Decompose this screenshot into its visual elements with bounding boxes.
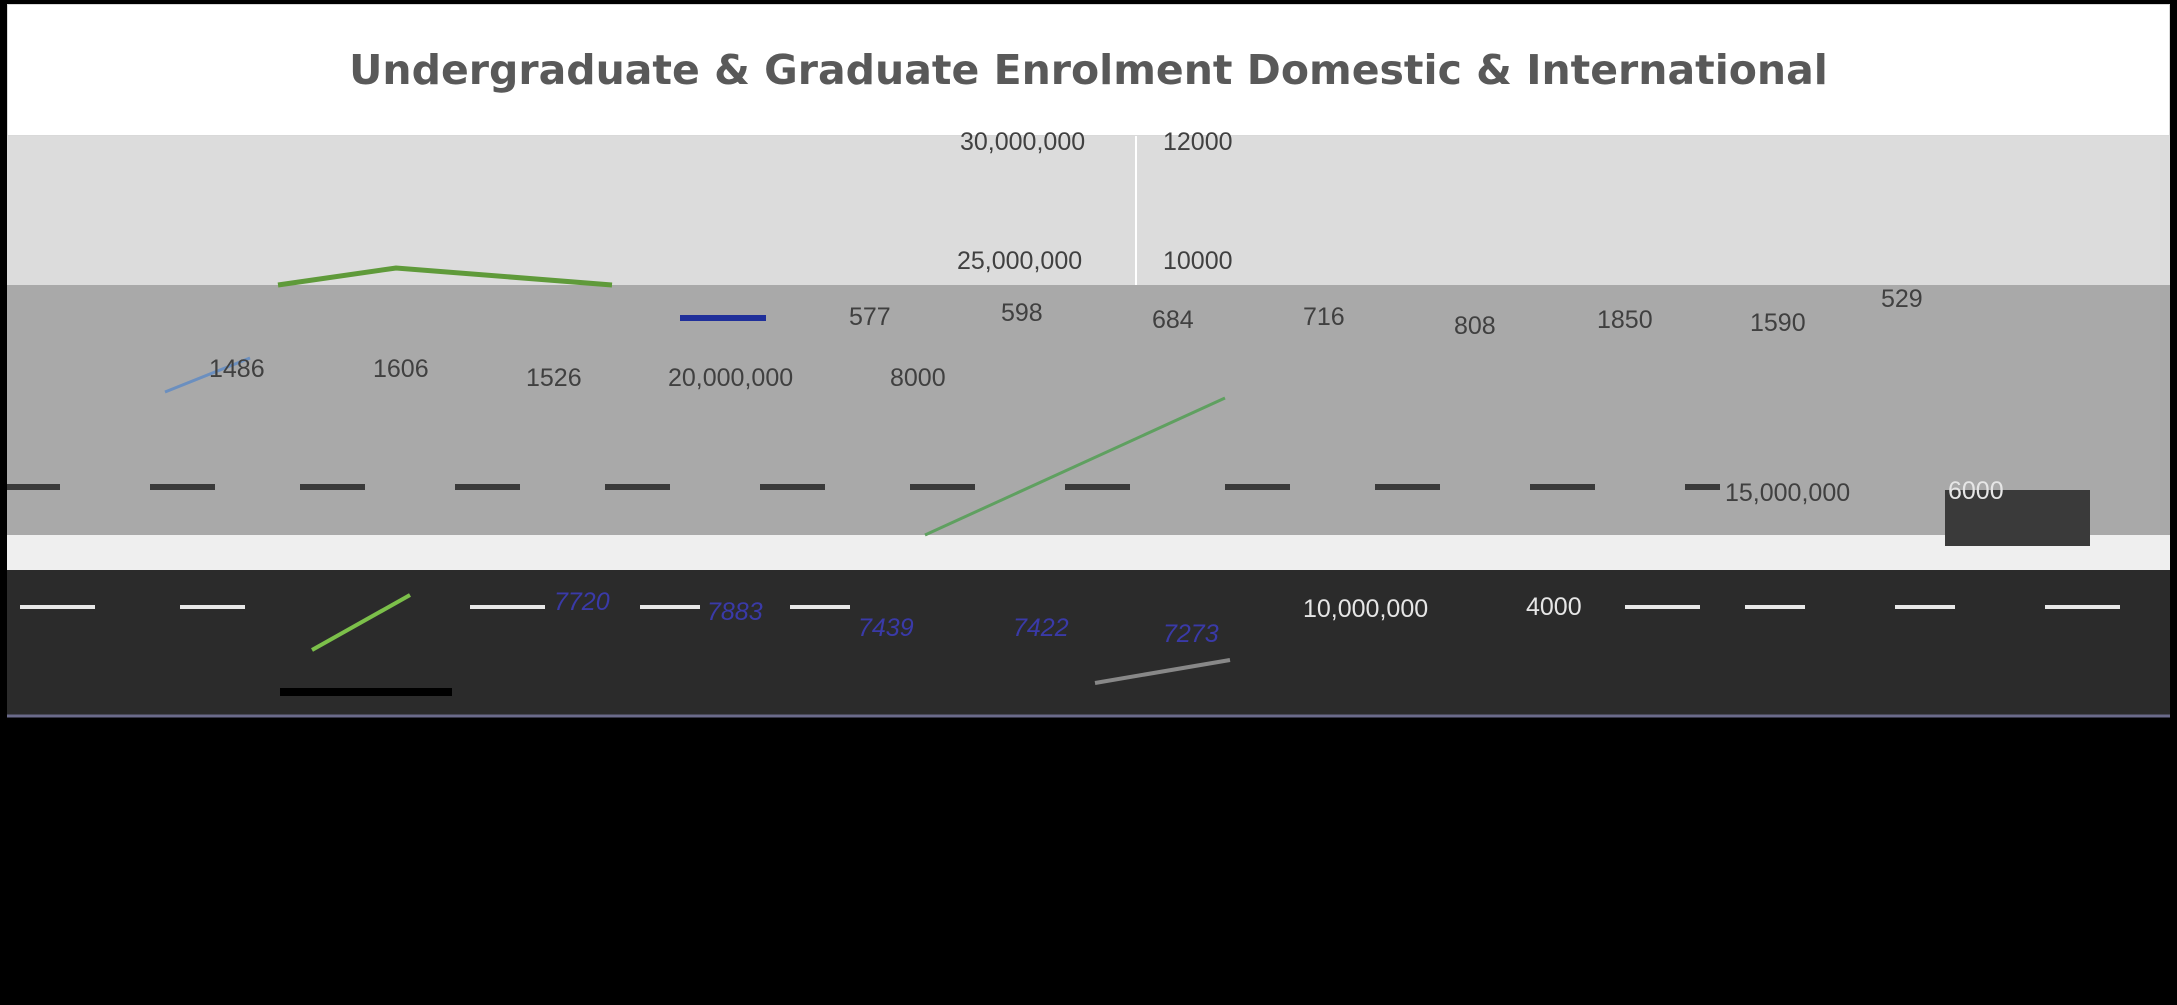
chart-title: Undergraduate & Graduate Enrolment Domes…: [7, 4, 2170, 136]
axis-label: 10,000,000: [1303, 595, 1429, 623]
artifact-line: [277, 265, 613, 288]
artifact-line: [164, 356, 251, 394]
data-label: 7273: [1163, 620, 1219, 648]
data-label: 577: [849, 303, 891, 331]
artifact-line: [311, 593, 411, 652]
data-label: 684: [1152, 306, 1194, 334]
data-label: 598: [1001, 299, 1043, 327]
axis-label: 4000: [1526, 593, 1582, 621]
artifact-line: [1094, 658, 1231, 685]
axis-label: 15,000,000: [1725, 479, 1851, 507]
axis-label: 6000: [1948, 477, 2004, 505]
data-label: 1606: [373, 355, 429, 383]
axis-label: 8000: [890, 364, 946, 392]
artifact-block: [1945, 490, 2090, 546]
data-label: 1590: [1750, 309, 1806, 337]
axis-label: 25,000,000: [957, 247, 1083, 275]
axis-label: 30,000,000: [960, 128, 1086, 156]
data-label: 1850: [1597, 306, 1653, 334]
axis-label: 12000: [1163, 128, 1233, 156]
axis-label: 20,000,000: [668, 364, 794, 392]
data-label: 7439: [858, 614, 914, 642]
data-label: 716: [1303, 303, 1345, 331]
data-label: 529: [1881, 285, 1923, 313]
band-mid: [7, 285, 2170, 535]
axis-label: 10000: [1163, 247, 1233, 275]
band-light: [7, 136, 2170, 285]
data-label: 7720: [554, 588, 610, 616]
band-pale: [7, 535, 2170, 570]
data-label: 1526: [526, 364, 582, 392]
data-label: 808: [1454, 312, 1496, 340]
data-label: 1486: [209, 355, 265, 383]
artifact-line: [924, 396, 1226, 537]
data-label: 7422: [1013, 614, 1069, 642]
data-label: 7883: [707, 598, 763, 626]
